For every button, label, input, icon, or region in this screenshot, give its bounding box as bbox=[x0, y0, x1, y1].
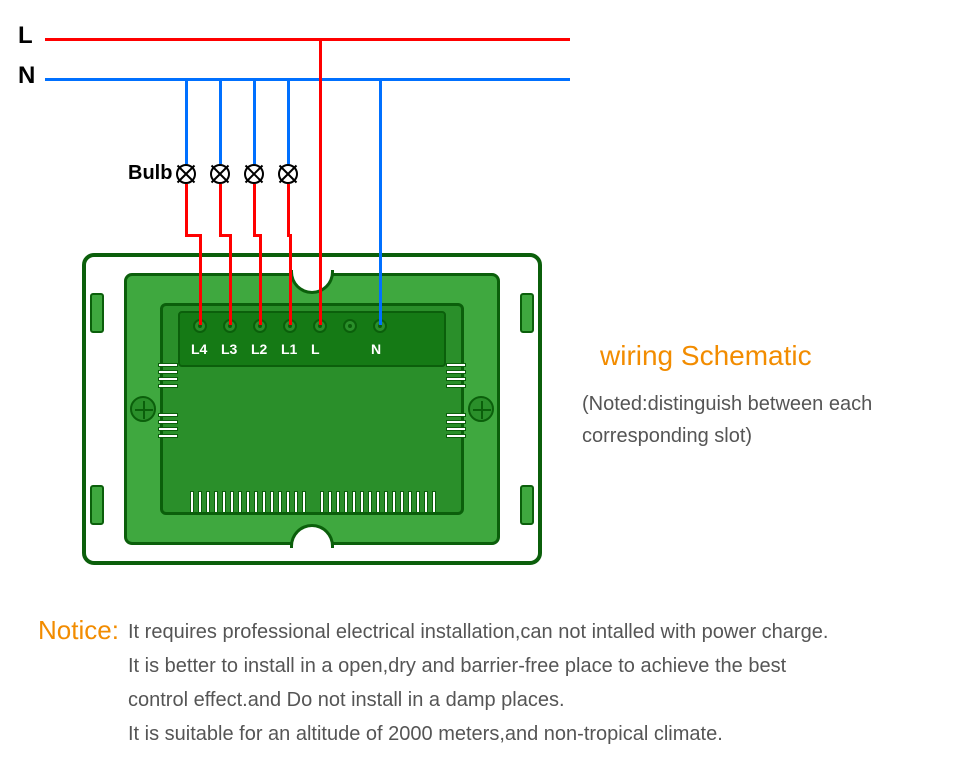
notice-body: It requires professional electrical inst… bbox=[128, 615, 928, 751]
side-conn-2 bbox=[446, 363, 466, 388]
mount-tab-3 bbox=[520, 485, 534, 525]
terminal-strip bbox=[178, 311, 446, 367]
rail-label-L: L bbox=[18, 22, 33, 50]
screw-left bbox=[130, 396, 156, 422]
wire-bulb-term-v1-2 bbox=[253, 184, 256, 234]
bulb-3 bbox=[278, 164, 298, 184]
wire-N-to-term bbox=[379, 78, 382, 325]
wire-bulb-term-v2-0 bbox=[199, 234, 202, 325]
terminal-label-N: N bbox=[371, 341, 381, 357]
wire-N-bulb-2 bbox=[253, 78, 256, 164]
wire-bulb-term-v1-3 bbox=[287, 184, 290, 234]
pin-row-1 bbox=[190, 491, 310, 513]
terminal-label-L1: L1 bbox=[281, 341, 297, 357]
wire-N-bulb-0 bbox=[185, 78, 188, 164]
mount-tab-1 bbox=[90, 485, 104, 525]
wire-bulb-term-v2-2 bbox=[259, 234, 262, 325]
rail-line-N bbox=[45, 78, 570, 81]
bulb-1 bbox=[210, 164, 230, 184]
notice-label: Notice: bbox=[38, 615, 119, 646]
rail-label-N: N bbox=[18, 62, 35, 90]
rail-line-L bbox=[45, 38, 570, 41]
terminal-hole-5 bbox=[343, 319, 357, 333]
side-conn-0 bbox=[158, 363, 178, 388]
terminal-label-L2: L2 bbox=[251, 341, 267, 357]
bulb-label: Bulb bbox=[128, 162, 172, 185]
bulb-0 bbox=[176, 164, 196, 184]
wire-N-bulb-3 bbox=[287, 78, 290, 164]
terminal-label-L3: L3 bbox=[221, 341, 237, 357]
bulb-2 bbox=[244, 164, 264, 184]
wire-L-to-term bbox=[319, 38, 322, 325]
wire-bulb-term-v2-3 bbox=[289, 234, 292, 325]
wire-N-bulb-1 bbox=[219, 78, 222, 164]
terminal-label-L: L bbox=[311, 341, 320, 357]
side-conn-1 bbox=[158, 413, 178, 438]
wire-bulb-term-v1-0 bbox=[185, 184, 188, 234]
terminal-label-L4: L4 bbox=[191, 341, 207, 357]
schematic-title: wiring Schematic bbox=[600, 340, 812, 372]
pin-row-2 bbox=[320, 491, 440, 513]
mount-tab-2 bbox=[520, 293, 534, 333]
screw-right bbox=[468, 396, 494, 422]
mount-tab-0 bbox=[90, 293, 104, 333]
side-conn-3 bbox=[446, 413, 466, 438]
wire-bulb-term-v1-1 bbox=[219, 184, 222, 234]
wire-bulb-term-v2-1 bbox=[229, 234, 232, 325]
schematic-subtitle: (Noted:distinguish between each correspo… bbox=[582, 388, 922, 452]
